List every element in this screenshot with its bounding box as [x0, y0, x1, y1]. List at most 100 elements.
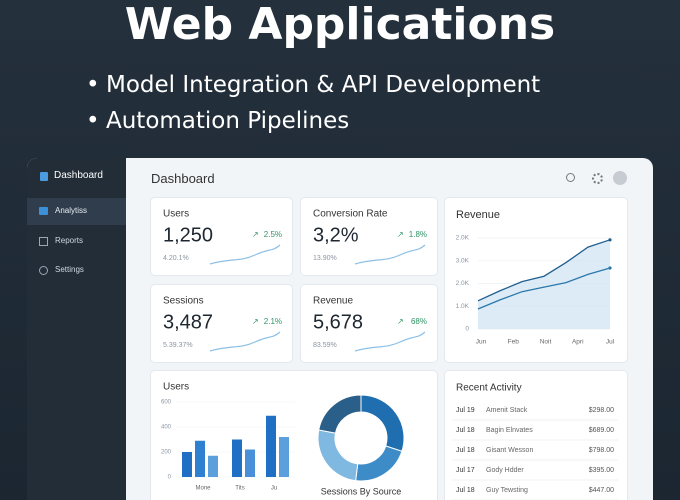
x-tick-label: Apri — [572, 339, 584, 346]
bar — [245, 449, 255, 477]
y-tick-label: 600 — [161, 400, 172, 406]
x-tick-label: Noit — [540, 339, 552, 346]
activity-amount: $447.00 — [589, 487, 614, 494]
y-tick-label: 200 — [161, 450, 172, 456]
kpi-label: Revenue — [313, 296, 353, 307]
activity-date: Jul 18 — [456, 447, 475, 454]
y-tick-label: 1.0K — [456, 303, 470, 310]
dashboard-window: Dashboard Analytiss Reports Settings Das… — [27, 158, 653, 500]
y-tick-label: 2.0K — [456, 235, 470, 242]
kpi-change-icon: ↗ — [252, 230, 259, 239]
x-tick-label: Ju — [271, 486, 277, 492]
bar — [279, 437, 289, 477]
kpi-change: 2.5% — [264, 230, 282, 239]
kpi-note: 5.39.37% — [163, 342, 193, 349]
kpi-card — [151, 285, 292, 362]
bar — [195, 440, 205, 477]
card-title: Recent Activity — [456, 383, 522, 394]
activity-name: Guy Tewsting — [486, 487, 528, 494]
chart-label: Sessions By Source — [321, 486, 402, 496]
icon — [39, 266, 48, 275]
page-title: Dashboard — [151, 171, 215, 186]
x-tick-label: Jun — [476, 339, 487, 346]
bar — [232, 439, 242, 477]
kpi-note: 13.90% — [313, 255, 337, 262]
sparkline — [209, 331, 281, 352]
activity-name: Bagin Elnvates — [486, 427, 533, 434]
kpi-value: 3,487 — [163, 311, 213, 333]
kpi-label: Conversion Rate — [313, 209, 388, 220]
activity-amount: $689.00 — [589, 427, 614, 434]
nav-item[interactable]: Analytiss — [55, 206, 88, 215]
nav-item[interactable]: Reports — [55, 236, 84, 245]
activity-name: Amenit Stack — [486, 407, 528, 414]
sparkline — [354, 244, 426, 265]
card-title: Users — [163, 382, 189, 393]
y-tick-label: 2.0K — [456, 280, 470, 287]
donut-segment — [318, 394, 362, 434]
x-tick-label: Feb — [508, 339, 520, 346]
activity-card — [445, 371, 627, 500]
sparkline — [209, 244, 281, 265]
y-tick-label: 400 — [161, 425, 172, 431]
kpi-label: Sessions — [163, 296, 204, 307]
kpi-label: Users — [163, 209, 189, 220]
search-icon[interactable] — [566, 173, 575, 182]
activity-name: Gody Hdder — [486, 467, 524, 474]
kpi-change-icon: ↗ — [397, 230, 404, 239]
kpi-change-icon: ↗ — [252, 317, 259, 326]
card-title: Revenue — [456, 209, 500, 221]
activity-amount: $395.00 — [589, 467, 614, 474]
sparkline — [354, 331, 426, 352]
y-tick-label: 3.0K — [456, 257, 470, 264]
activity-date: Jul 18 — [456, 487, 475, 494]
nav-item[interactable]: Settings — [55, 265, 84, 274]
line — [477, 239, 611, 302]
bar — [182, 452, 192, 477]
donut-segment — [360, 394, 405, 452]
kpi-card — [151, 198, 292, 275]
sidebar: Dashboard Analytiss Reports Settings — [27, 158, 126, 500]
kpi-value: 1,250 — [163, 224, 213, 246]
kpi-card — [301, 285, 437, 362]
line — [477, 267, 611, 310]
kpi-change: 2.1% — [264, 317, 282, 326]
kpi-value: 5,678 — [313, 311, 363, 333]
activity-name: Gisant Wesson — [486, 447, 533, 454]
settings-icon[interactable] — [592, 173, 603, 184]
brand: Dashboard — [54, 170, 103, 181]
x-tick-label: Tits — [235, 486, 244, 492]
x-tick-label: Mone — [195, 486, 211, 492]
bar — [266, 415, 276, 477]
icon — [39, 207, 48, 215]
y-tick-label: 0 — [465, 326, 469, 333]
end-point — [608, 266, 612, 270]
bullet: Automation Pipelines — [86, 106, 349, 136]
bar — [208, 455, 218, 477]
hero-title: Web Applications — [124, 0, 556, 50]
activity-amount: $798.00 — [589, 447, 614, 454]
donut-segment — [355, 445, 403, 482]
kpi-note: 4.20.1% — [163, 255, 189, 262]
kpi-value: 3,2% — [313, 224, 359, 246]
end-point — [608, 238, 612, 242]
activity-amount: $298.00 — [589, 407, 614, 414]
avatar[interactable] — [613, 171, 627, 185]
bullet: Model Integration & API Development — [86, 70, 540, 100]
activity-date: Jul 18 — [456, 427, 475, 434]
icon — [39, 237, 48, 246]
kpi-change: 68% — [411, 317, 427, 326]
kpi-change: 1.8% — [409, 230, 427, 239]
brand-icon — [40, 172, 48, 181]
kpi-change-icon: ↗ — [397, 317, 404, 326]
x-tick-label: Jul — [606, 339, 615, 346]
area — [478, 239, 610, 329]
activity-date: Jul 17 — [456, 467, 475, 474]
activity-date: Jul 19 — [456, 407, 475, 414]
y-tick-label: 0 — [168, 475, 172, 481]
kpi-note: 83.59% — [313, 342, 337, 349]
donut-segment — [317, 429, 359, 482]
kpi-card — [301, 198, 437, 275]
